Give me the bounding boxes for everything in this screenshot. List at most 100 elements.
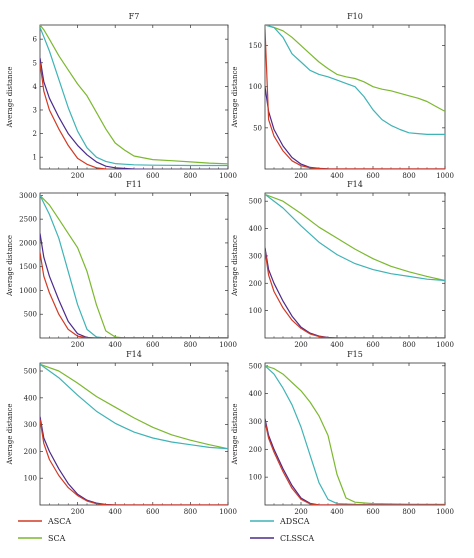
y-tick-label: 300 (24, 421, 37, 429)
x-tick-label: 400 (330, 508, 343, 516)
y-tick-label: 500 (24, 311, 37, 319)
y-tick-label: 400 (249, 390, 262, 398)
x-tick-label: 400 (330, 172, 343, 180)
series-line-clssca (40, 57, 228, 169)
x-tick-label: 200 (294, 341, 307, 349)
x-tick-label: 1000 (436, 508, 454, 516)
x-tick-label: 800 (402, 172, 415, 180)
legend-label-sca: SCA (48, 534, 66, 543)
x-tick-label: 200 (71, 508, 84, 516)
x-tick-label: 800 (402, 508, 415, 516)
series-line-sca (265, 25, 445, 112)
x-tick-label: 200 (294, 508, 307, 516)
series-line-clssca (265, 86, 445, 169)
chart-panel-1: F7 Average distance 200 400 600 800 1000 1 2 3 4 5 6 (6, 12, 237, 180)
chart-title: F15 (347, 350, 363, 359)
series-line-asca (265, 250, 445, 338)
x-tick-label: 1000 (436, 341, 454, 349)
series-line-adsca (265, 193, 445, 282)
chart-title: F11 (126, 180, 142, 189)
series-line-clssca (265, 247, 445, 338)
y-tick-label: 3 (33, 106, 37, 114)
y-tick-label: 200 (24, 448, 37, 456)
x-tick-label: 800 (184, 508, 197, 516)
plot-frame (264, 362, 446, 506)
y-tick-label: 50 (253, 124, 262, 132)
x-tick-label: 600 (146, 172, 159, 180)
y-tick-label: 1000 (19, 287, 37, 295)
chart-title: F10 (347, 12, 363, 21)
x-tick-label: 800 (184, 172, 197, 180)
chart-panel-2: F10 Average distance 200 400 600 800 1000 50 100… (231, 12, 454, 180)
series-line-adsca (265, 25, 445, 135)
chart-panel-4: F14 Average distance 200 400 600 800 1000 100 20… (231, 180, 454, 349)
series-line-asca (265, 421, 445, 505)
y-tick-label: 100 (249, 474, 262, 482)
y-axis-label: Average distance (231, 403, 239, 465)
x-tick-label: 1000 (219, 172, 237, 180)
series-line-sca (40, 194, 228, 338)
series-line-clssca (265, 418, 445, 505)
x-tick-label: 200 (294, 172, 307, 180)
y-tick-label: 100 (24, 475, 37, 483)
series-line-clssca (40, 233, 228, 338)
y-tick-label: 400 (249, 225, 262, 233)
x-tick-label: 200 (71, 341, 84, 349)
chart-title: F7 (129, 12, 140, 21)
x-tick-label: 400 (109, 508, 122, 516)
y-tick-label: 2 (33, 130, 37, 138)
series-line-adsca (40, 195, 228, 338)
series-line-clssca (40, 416, 228, 505)
y-tick-label: 4 (33, 83, 38, 91)
y-tick-label: 500 (24, 368, 37, 376)
y-tick-label: 5 (33, 59, 37, 67)
y-tick-label: 1500 (19, 263, 37, 271)
y-tick-label: 200 (249, 280, 262, 288)
legend: ASCA SCA ADSCA CLSSCA (18, 517, 314, 543)
y-tick-label: 100 (249, 307, 262, 315)
y-tick-label: 150 (249, 42, 262, 50)
y-axis-label: Average distance (6, 66, 14, 128)
y-tick-label: 400 (24, 394, 37, 402)
x-tick-label: 600 (366, 508, 379, 516)
series-line-adsca (40, 27, 228, 167)
series-line-asca (40, 62, 111, 169)
series-line-sca (265, 365, 445, 505)
y-tick-label: 200 (249, 446, 262, 454)
series-line-sca (265, 193, 445, 282)
y-tick-label: 300 (249, 252, 262, 260)
x-tick-label: 800 (402, 341, 415, 349)
series-line-adsca (40, 363, 228, 450)
plot-frame (39, 192, 229, 339)
y-tick-label: 500 (249, 362, 262, 370)
series-line-sca (40, 363, 228, 450)
y-tick-label: 1 (33, 154, 37, 162)
x-tick-label: 600 (146, 508, 159, 516)
y-tick-label: 500 (249, 198, 262, 206)
y-axis-label: Average distance (231, 66, 239, 128)
legend-label-adsca: ADSCA (279, 517, 310, 526)
chart-title: F14 (347, 180, 363, 189)
plot-frame (264, 24, 446, 170)
x-tick-label: 400 (330, 341, 343, 349)
chart-title: F14 (126, 350, 142, 359)
y-tick-label: 3000 (19, 192, 37, 200)
y-axis-label: Average distance (6, 403, 14, 465)
legend-label-clssca: CLSSCA (280, 534, 314, 543)
x-tick-label: 1000 (219, 341, 237, 349)
y-tick-label: 2000 (19, 239, 37, 247)
series-line-asca (40, 419, 228, 505)
x-tick-label: 1000 (219, 508, 237, 516)
y-axis-label: Average distance (6, 235, 14, 297)
chart-panel-3: F11 Average distance 200 400 600 800 1000 500 10… (6, 180, 237, 349)
y-tick-label: 6 (33, 36, 38, 44)
x-tick-label: 600 (366, 341, 379, 349)
legend-label-asca: ASCA (47, 517, 71, 526)
series-line-adsca (265, 365, 445, 505)
y-axis-label: Average distance (231, 235, 239, 297)
series-line-sca (40, 25, 228, 165)
series-line-asca (265, 29, 445, 169)
x-tick-label: 600 (366, 172, 379, 180)
